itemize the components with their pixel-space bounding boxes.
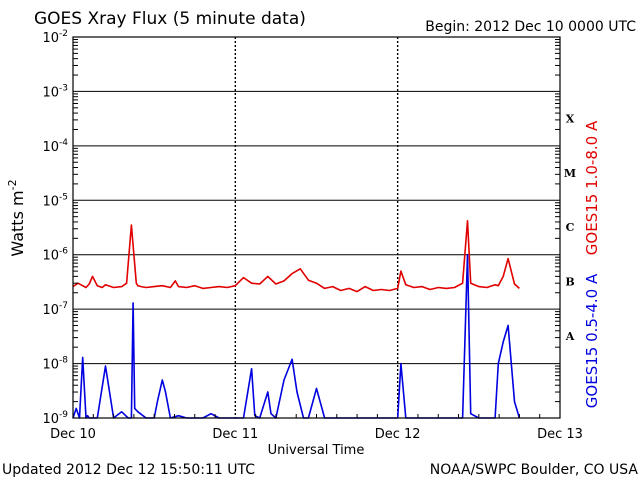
flare-class-label: A: [565, 330, 575, 343]
y-tick-exponent: -2: [59, 29, 68, 39]
y-tick-exponent: -5: [59, 192, 68, 202]
y-tick-base: 10: [42, 249, 59, 264]
y-tick-label: 10-5: [42, 192, 68, 209]
y-axis-label-exponent: -2: [6, 179, 19, 190]
y-tick-label: 10-3: [42, 83, 68, 100]
x-tick-label: Dec 13: [537, 427, 583, 442]
x-axis-ticks: Dec 10 Dec 11 Dec 12 Dec 13: [50, 414, 583, 442]
chart-title: GOES Xray Flux (5 minute data): [34, 9, 306, 29]
y-tick-base: 10: [42, 412, 59, 427]
y-tick-exponent: -3: [59, 83, 68, 93]
y-tick-exponent: -9: [59, 410, 68, 420]
series-line-long-channel: [72, 220, 520, 293]
y-tick-base: 10: [42, 85, 59, 100]
begin-time-label: Begin: 2012 Dec 10 0000 UTC: [425, 19, 636, 35]
y-axis-label: Watts m-2: [6, 179, 27, 256]
flare-class-label: C: [566, 221, 575, 234]
flare-class-labels: A B C M X: [564, 112, 576, 343]
y-tick-exponent: -8: [59, 356, 68, 366]
y-tick-label: 10-4: [42, 138, 68, 155]
y-tick-base: 10: [42, 358, 59, 373]
series-line-short-channel: [72, 253, 521, 419]
x-tick-label: Dec 11: [212, 427, 258, 442]
y-tick-label: 10-7: [42, 301, 68, 318]
y-tick-exponent: -7: [59, 301, 68, 311]
x-tick-label: Dec 12: [375, 427, 421, 442]
y-tick-label: 10-9: [42, 410, 68, 427]
y-tick-base: 10: [42, 194, 59, 209]
series-layer: [72, 220, 521, 419]
plot-grid: [73, 36, 560, 419]
legend-short-channel: GOES15 0.5-4.0 A: [583, 273, 601, 408]
y-tick-base: 10: [42, 140, 59, 155]
flare-class-label: X: [566, 112, 575, 125]
x-tick-label: Dec 10: [50, 427, 96, 442]
y-tick-exponent: -4: [59, 138, 68, 148]
flare-class-label: B: [565, 276, 574, 289]
y-tick-base: 10: [42, 303, 59, 318]
y-tick-label: 10-6: [42, 247, 68, 264]
updated-timestamp: Updated 2012 Dec 12 15:50:11 UTC: [2, 462, 255, 478]
x-axis-label: Universal Time: [268, 443, 365, 458]
y-tick-base: 10: [42, 31, 59, 46]
legend-long-channel: GOES15 1.0-8.0 A: [583, 120, 601, 255]
y-tick-label: 10-8: [42, 356, 68, 373]
y-axis-ticks: 10-910-810-710-610-510-410-310-2: [42, 29, 560, 427]
flare-class-label: M: [564, 167, 576, 180]
y-tick-label: 10-2: [42, 29, 68, 46]
plot-frame: [72, 36, 561, 419]
credit-text: NOAA/SWPC Boulder, CO USA: [430, 462, 639, 478]
y-tick-exponent: -6: [59, 247, 68, 257]
y-axis-label-text: Watts m: [8, 190, 27, 256]
